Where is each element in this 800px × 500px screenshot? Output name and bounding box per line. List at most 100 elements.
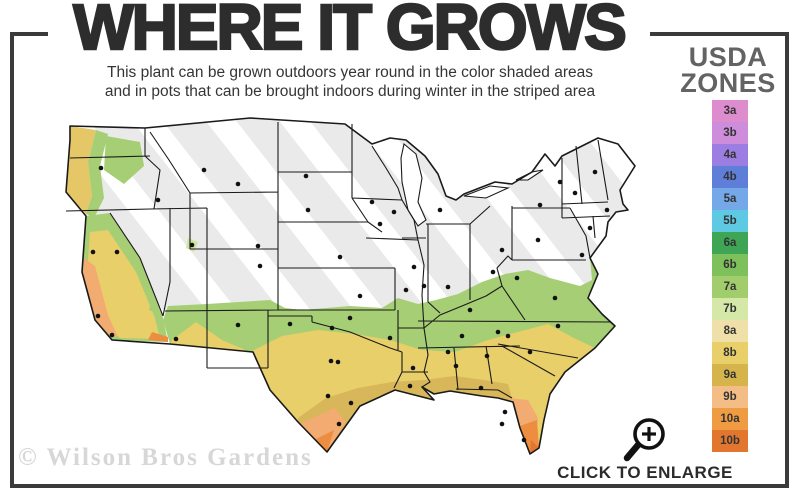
region-gold-band	[298, 376, 513, 452]
city-dot	[337, 254, 343, 260]
city-dot	[445, 284, 451, 290]
legend-title-line2: ZONES	[680, 68, 776, 98]
state-borders	[65, 122, 611, 399]
magnifier-plus-icon[interactable]	[620, 414, 672, 471]
city-dot	[235, 181, 241, 187]
city-dot	[411, 264, 417, 270]
zone-chip-3b: 3b	[712, 122, 748, 144]
zone-chip-6b: 6b	[712, 254, 748, 276]
city-dot	[499, 247, 505, 253]
zone-chip-5a: 5a	[712, 188, 748, 210]
city-dot	[592, 169, 598, 175]
city-dot	[514, 275, 520, 281]
city-dot	[348, 400, 354, 406]
region-nevada-green-tip	[149, 296, 163, 316]
city-dot	[98, 165, 104, 171]
city-dot	[369, 199, 375, 205]
zone-chip-8b: 8b	[712, 342, 748, 364]
region-orange-texas	[314, 430, 334, 452]
zone-chip-10b: 10b	[712, 430, 748, 452]
subtitle: This plant can be grown outdoors year ro…	[50, 63, 650, 101]
zone-chip-7a: 7a	[712, 276, 748, 298]
city-dot	[336, 421, 342, 427]
city-dot	[484, 353, 490, 359]
zone-chip-label: 10a	[720, 413, 740, 425]
city-dot	[287, 321, 293, 327]
watermark: © Wilson Bros Gardens	[18, 444, 313, 471]
zone-chip-label: 3b	[723, 127, 737, 139]
city-dot	[325, 393, 331, 399]
map-regions	[66, 118, 635, 454]
zone-chip-label: 5a	[723, 193, 737, 205]
city-dot	[155, 197, 161, 203]
region-deep-orange-florida-tip	[530, 440, 539, 454]
city-dot	[391, 209, 397, 215]
zone-chip-label: 8a	[723, 325, 737, 337]
usda-zone-legend: 3a 3b 4a 4b 5a 5b 6a 6b 7a 7b 8a 8b 9a 9b 10a 10b	[712, 100, 748, 452]
zone-chip-label: 5b	[723, 215, 737, 227]
city-dot	[335, 359, 341, 365]
city-dot	[572, 190, 578, 196]
city-dot	[410, 365, 416, 371]
city-dot	[377, 221, 383, 227]
zone-chip-6a: 6a	[712, 232, 748, 254]
city-dot	[478, 385, 484, 391]
city-dot	[257, 263, 263, 269]
region-pnw-coast-gold	[66, 126, 96, 214]
region-yuma-orange	[148, 332, 168, 342]
city-dot	[173, 336, 179, 342]
zone-chip-4a: 4a	[712, 144, 748, 166]
city-dot	[305, 207, 311, 213]
zone-chip-label: 3a	[723, 105, 737, 117]
zone-chip-label: 9a	[723, 369, 737, 381]
city-dot	[445, 349, 451, 355]
zone-chip-label: 6b	[723, 259, 737, 271]
city-dot	[328, 358, 334, 364]
zone-chip-label: 7b	[723, 303, 737, 315]
zone-chip-4b: 4b	[712, 166, 748, 188]
zone-chip-5b: 5b	[712, 210, 748, 232]
city-dot	[537, 202, 543, 208]
city-dot	[90, 249, 96, 255]
usda-zone-map[interactable]	[50, 110, 660, 470]
city-dot	[535, 237, 541, 243]
city-dot	[303, 173, 309, 179]
zone-chip-label: 9b	[723, 391, 737, 403]
city-dot	[403, 287, 409, 293]
zone-chip-label: 6a	[723, 237, 737, 249]
zone-chip-label: 10b	[720, 435, 740, 447]
city-dot	[189, 242, 195, 248]
lake-michigan	[400, 142, 427, 227]
city-dot	[499, 421, 505, 427]
zone-chip-8a: 8a	[712, 320, 748, 342]
city-dot	[255, 243, 261, 249]
city-dot	[587, 225, 593, 231]
city-dot	[437, 207, 443, 213]
city-dot	[527, 349, 533, 355]
city-dot	[505, 333, 511, 339]
click-to-enlarge-button[interactable]: CLICK TO ENLARGE	[557, 463, 733, 482]
city-dot	[109, 332, 115, 338]
zone-chip-3a: 3a	[712, 100, 748, 122]
city-dot	[579, 252, 585, 258]
city-dot	[495, 329, 501, 335]
zone-chip-label: 8b	[723, 347, 737, 359]
city-dot	[407, 383, 413, 389]
city-dot	[235, 322, 241, 328]
zone-chip-9a: 9a	[712, 364, 748, 386]
city-dot	[459, 333, 465, 339]
zone-chip-9b: 9b	[712, 386, 748, 408]
region-pnw-green-fringe	[86, 130, 108, 218]
city-dot	[357, 293, 363, 299]
city-dot	[467, 307, 473, 313]
city-dot	[557, 179, 563, 185]
city-dot	[490, 269, 496, 275]
subtitle-line2: and in pots that can be brought indoors …	[104, 83, 596, 100]
us-outline	[65, 117, 636, 455]
city-dot	[502, 409, 508, 415]
city-dot	[114, 249, 120, 255]
legend-title: USDA ZONES	[666, 44, 790, 98]
zone-chip-10a: 10a	[712, 408, 748, 430]
city-dot	[347, 315, 353, 321]
